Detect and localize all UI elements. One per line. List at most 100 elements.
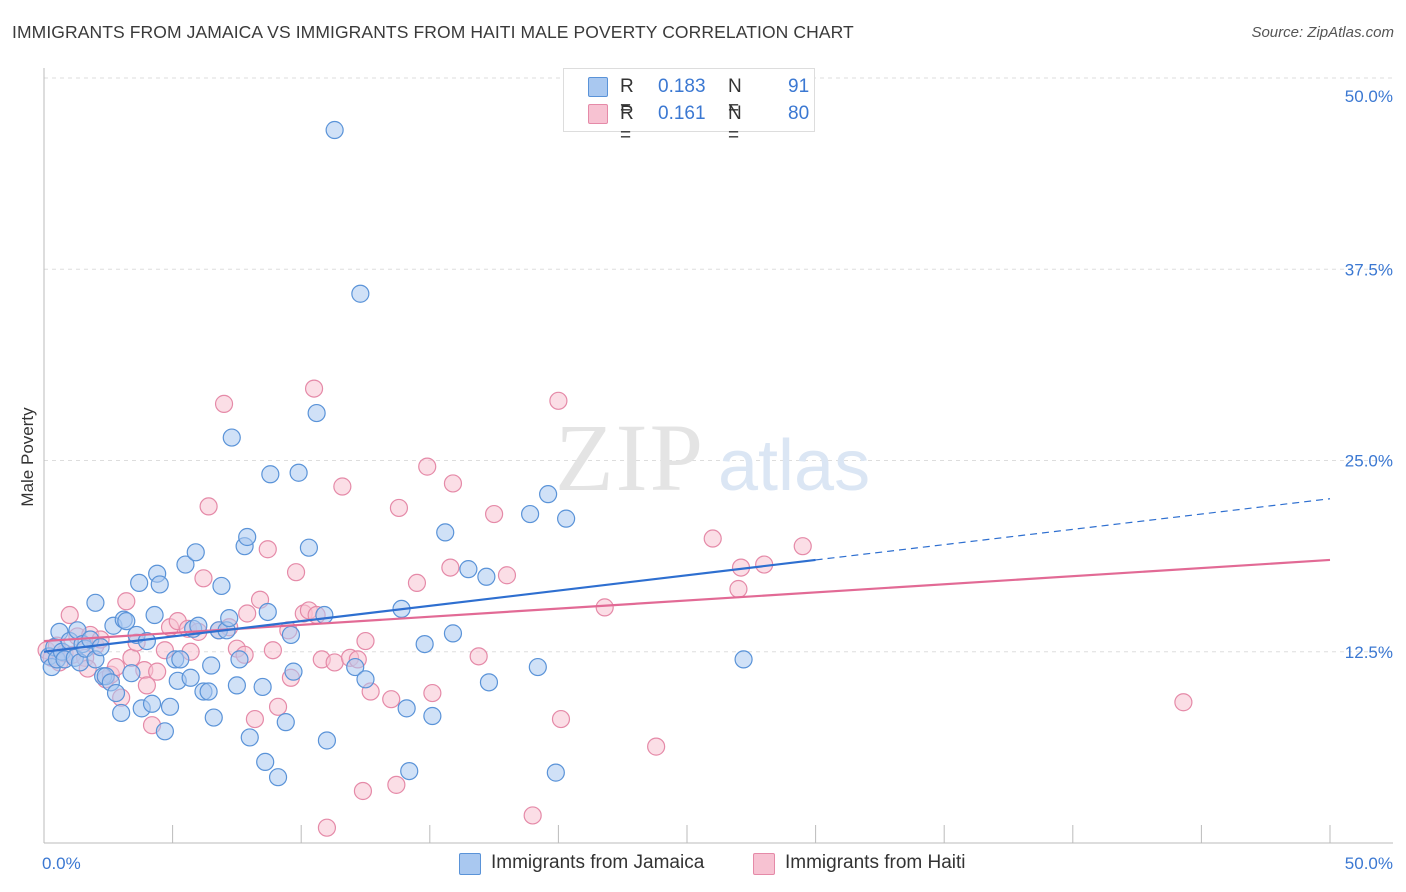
jamaica-point xyxy=(528,657,547,677)
haiti-point xyxy=(407,573,427,593)
jamaica-point xyxy=(222,428,241,447)
bottom-legend-swatch-jamaica xyxy=(459,853,481,875)
bottom-legend-label-jamaica: Immigrants from Jamaica xyxy=(491,852,705,873)
haiti-point xyxy=(194,569,213,588)
jamaica-point xyxy=(423,706,442,726)
haiti-point xyxy=(333,477,352,496)
jamaica-point xyxy=(276,713,295,732)
haiti-point xyxy=(286,563,306,582)
jamaica-point xyxy=(238,527,257,547)
jamaica-point xyxy=(160,697,180,716)
jamaica-point xyxy=(142,694,162,713)
haiti-point xyxy=(485,504,504,524)
jamaica-point xyxy=(443,624,463,643)
bottom-legend-label-haiti: Immigrants from Haiti xyxy=(785,852,966,873)
jamaica-point xyxy=(230,650,249,669)
jamaica-point xyxy=(356,670,375,689)
haiti-point xyxy=(356,631,375,651)
y-tick-label: 25.0% xyxy=(1345,452,1393,471)
legend-n-value-haiti: 80 xyxy=(788,103,810,124)
jamaica-point xyxy=(261,465,280,484)
haiti-point xyxy=(389,498,409,518)
source-label: Source: ZipAtlas.com xyxy=(1251,24,1394,41)
y-tick-label: 37.5% xyxy=(1345,260,1393,279)
haiti-point xyxy=(353,781,373,801)
haiti-point xyxy=(441,558,460,577)
haiti-point xyxy=(443,474,463,493)
legend-n-label: N = xyxy=(728,103,742,146)
jamaica-point xyxy=(204,708,223,727)
legend-r-label: R = xyxy=(620,103,634,146)
jamaica-point xyxy=(145,605,164,625)
jamaica-point xyxy=(186,543,205,562)
jamaica-point xyxy=(258,602,277,622)
haiti-point xyxy=(551,709,571,729)
jamaica-point xyxy=(117,612,136,631)
haiti-point xyxy=(793,537,812,556)
x-tick-label-min: 0.0% xyxy=(42,854,81,873)
haiti-point xyxy=(647,737,666,756)
legend-r-value-haiti: 0.161 xyxy=(658,103,706,124)
haiti-point xyxy=(1174,693,1193,712)
jamaica-point xyxy=(521,504,540,524)
y-tick-label: 50.0% xyxy=(1345,87,1393,106)
jamaica-points xyxy=(40,120,753,787)
haiti-point xyxy=(258,540,277,559)
jamaica-point xyxy=(479,673,499,692)
correlation-legend: R = 0.183 N = 91 R = 0.161 N = 80 xyxy=(563,68,815,146)
jamaica-point xyxy=(400,761,419,781)
jamaica-point xyxy=(459,560,478,579)
chart-title: IMMIGRANTS FROM JAMAICA VS IMMIGRANTS FR… xyxy=(12,22,854,42)
jamaica-trend-line xyxy=(43,558,816,653)
legend-r-value-jamaica: 0.183 xyxy=(658,76,706,97)
y-tick-label: 12.5% xyxy=(1345,643,1393,662)
jamaica-point xyxy=(150,575,169,594)
jamaica-point xyxy=(397,699,416,718)
haiti-point xyxy=(148,662,167,681)
jamaica-point xyxy=(227,676,246,695)
haiti-point xyxy=(245,709,265,729)
bottom-legend-swatch-haiti xyxy=(753,853,775,875)
haiti-point xyxy=(387,775,406,794)
jamaica-point xyxy=(299,538,319,557)
haiti-point xyxy=(263,641,283,660)
jamaica-point xyxy=(256,752,275,772)
jamaica-point xyxy=(289,463,308,482)
gridlines xyxy=(44,77,1393,653)
jamaica-point xyxy=(477,567,496,586)
legend-n-value-jamaica: 91 xyxy=(788,76,810,97)
jamaica-point xyxy=(199,682,218,701)
haiti-point xyxy=(469,647,488,666)
jamaica-point xyxy=(112,703,131,723)
jamaica-point xyxy=(181,668,200,687)
jamaica-point xyxy=(202,656,221,675)
jamaica-point xyxy=(176,555,195,574)
watermark: ZIP atlas xyxy=(555,404,870,511)
legend-n-label: N = xyxy=(728,76,742,119)
jamaica-point xyxy=(351,284,370,303)
haiti-point xyxy=(703,529,722,548)
haiti-point xyxy=(418,457,437,476)
haiti-point xyxy=(117,592,136,611)
haiti-point xyxy=(60,605,79,625)
jamaica-point xyxy=(317,731,337,750)
haiti-point xyxy=(595,598,614,617)
jamaica-point xyxy=(734,650,753,669)
jamaica-point xyxy=(281,625,301,645)
jamaica-point xyxy=(130,573,149,593)
legend-swatch-haiti xyxy=(588,104,608,124)
jamaica-point xyxy=(415,634,434,654)
legend-r-label: R = xyxy=(620,76,634,119)
y-axis-label: Male Poverty xyxy=(18,407,37,507)
trend-lines xyxy=(43,498,1331,653)
x-tick-label-max: 50.0% xyxy=(1345,854,1393,873)
jamaica-point xyxy=(106,683,126,703)
haiti-point xyxy=(238,604,257,623)
haiti-trend-line xyxy=(43,558,1331,643)
haiti-point xyxy=(214,394,234,413)
jamaica-point xyxy=(268,768,288,787)
watermark-zip: ZIP xyxy=(555,404,705,511)
jamaica-point xyxy=(325,120,344,140)
haiti-point xyxy=(199,497,218,516)
